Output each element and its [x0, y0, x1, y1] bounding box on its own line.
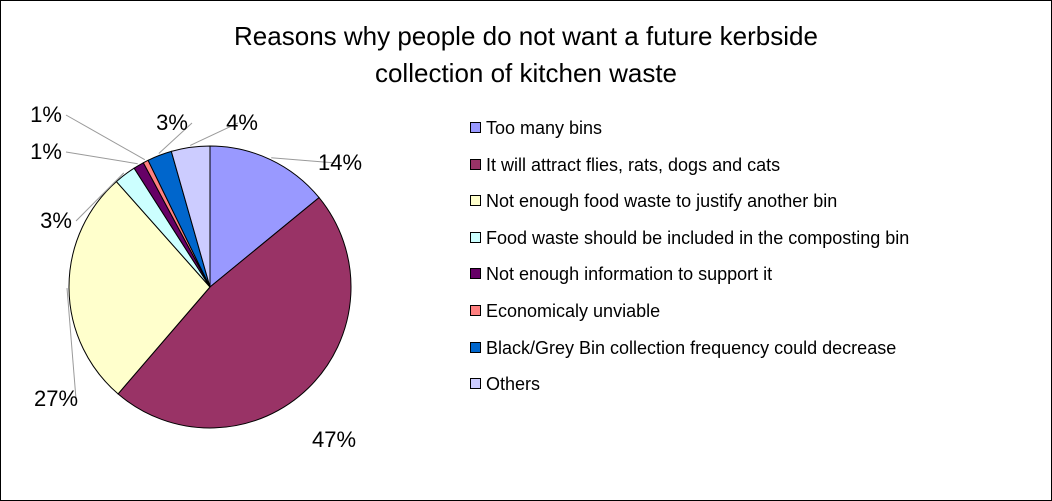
- legend-swatch: [470, 158, 481, 170]
- legend-swatch: [470, 231, 481, 243]
- legend-label: Black/Grey Bin collection frequency coul…: [486, 337, 897, 358]
- pie-slice-too-many-bins: [209, 145, 320, 289]
- chart-title: Reasons why people do not want a future …: [0, 18, 1052, 92]
- legend-label: Economicaly unviable: [486, 301, 661, 321]
- pct-label-black-grey-bin-collection-frequency-could-decrease: 3%: [156, 110, 188, 135]
- legend-label: It will attract flies, rats, dogs and ca…: [486, 154, 781, 175]
- chart-title-line-1: Reasons why people do not want a future …: [234, 21, 818, 51]
- leader-line-food-waste-should-be-included-in-the-composting-bin: [75, 172, 125, 222]
- legend-label: Too many bins: [486, 118, 603, 138]
- legend-swatch: [470, 195, 481, 207]
- pct-label-others: 4%: [226, 110, 258, 135]
- chart-title-line-2: collection of kitchen waste: [374, 58, 678, 88]
- legend-swatch: [470, 378, 481, 390]
- legend-swatch: [470, 122, 481, 133]
- pie-slice-others: [170, 145, 211, 288]
- legend-label: Others: [486, 374, 541, 395]
- pct-label-too-many-bins: 14%: [318, 150, 362, 175]
- leader-line-too-many-bins: [271, 157, 337, 164]
- pct-label-not-enough-information-to-support-it: 1%: [30, 139, 62, 164]
- pie-slice-it-will-attract-flies-rats-dogs-and-cats: [117, 196, 352, 429]
- leader-line-black-grey-bin-collection-frequency-could-decrease: [158, 122, 193, 154]
- pct-label-food-waste-should-be-included-in-the-composting-bin: 3%: [40, 208, 72, 233]
- pct-label-not-enough-food-waste-to-justify-another-bin: 27%: [34, 386, 78, 411]
- legend-swatch: [470, 305, 481, 316]
- leader-line-not-enough-information-to-support-it: [65, 151, 138, 165]
- pct-label-economicaly-unviable: 1%: [30, 102, 62, 127]
- leader-line-economicaly-unviable: [65, 114, 146, 161]
- pct-label-it-will-attract-flies-rats-dogs-and-cats: 47%: [312, 427, 356, 452]
- pie-slice-not-enough-food-waste-to-justify-another-bin: [68, 180, 211, 395]
- legend-label: Not enough food waste to justify another…: [486, 191, 838, 212]
- legend-swatch: [470, 268, 481, 280]
- leader-line-others: [189, 122, 239, 146]
- leader-line-not-enough-food-waste-to-justify-another-bin: [66, 288, 77, 400]
- legend-label: Not enough information to support it: [486, 264, 773, 285]
- legend-label: Food waste should be included in the com…: [486, 227, 910, 248]
- legend-swatch: [470, 341, 481, 353]
